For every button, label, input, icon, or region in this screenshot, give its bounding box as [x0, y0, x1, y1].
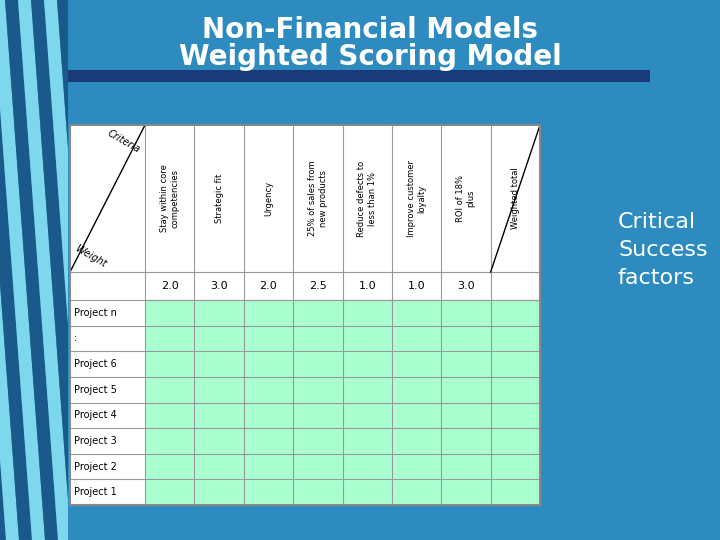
Bar	[70, 402, 145, 428]
Polygon shape	[96, 0, 149, 540]
Bar	[145, 480, 540, 505]
Text: Weighted Scoring Model: Weighted Scoring Model	[179, 43, 562, 71]
Text: Non-Financial Models: Non-Financial Models	[202, 16, 538, 44]
Text: Reduce defects to
less than 1%: Reduce defects to less than 1%	[358, 160, 377, 237]
Text: Project 5: Project 5	[74, 384, 117, 395]
Bar	[145, 428, 540, 454]
Text: 2.0: 2.0	[161, 281, 179, 291]
Text: Project 3: Project 3	[74, 436, 117, 446]
Text: Weight: Weight	[73, 243, 108, 269]
Bar	[145, 300, 540, 326]
Polygon shape	[0, 0, 6, 540]
Text: Improve customer
loyalty: Improve customer loyalty	[407, 160, 426, 237]
Bar	[70, 377, 145, 402]
Bar	[145, 377, 540, 402]
Polygon shape	[44, 0, 97, 540]
Bar	[145, 326, 540, 351]
Text: factors: factors	[618, 268, 695, 288]
Text: 2.5: 2.5	[309, 281, 327, 291]
Text: 3.0: 3.0	[457, 281, 474, 291]
Polygon shape	[0, 0, 32, 540]
Polygon shape	[18, 0, 71, 540]
Bar	[68, 70, 650, 82]
Bar	[70, 125, 540, 505]
Bar	[145, 351, 540, 377]
Bar	[70, 125, 540, 300]
Polygon shape	[135, 0, 188, 540]
Text: Project 6: Project 6	[74, 359, 117, 369]
Polygon shape	[109, 0, 162, 540]
Bar	[70, 428, 145, 454]
Bar	[145, 454, 540, 480]
Text: 3.0: 3.0	[210, 281, 228, 291]
Text: Project 4: Project 4	[74, 410, 117, 420]
Text: Critical: Critical	[618, 212, 696, 232]
Text: Project 1: Project 1	[74, 487, 117, 497]
Text: Strategic fit: Strategic fit	[215, 174, 224, 223]
Bar	[145, 402, 540, 428]
Text: :: :	[74, 333, 77, 343]
Text: 1.0: 1.0	[359, 281, 376, 291]
Polygon shape	[0, 0, 45, 540]
Polygon shape	[57, 0, 110, 540]
Bar	[70, 326, 145, 351]
Bar	[70, 480, 145, 505]
Bar	[0, 0, 68, 540]
Polygon shape	[83, 0, 136, 540]
Text: Weighted total: Weighted total	[510, 167, 520, 230]
Text: Project n: Project n	[74, 308, 117, 318]
Bar	[70, 454, 145, 480]
Polygon shape	[122, 0, 175, 540]
Polygon shape	[5, 0, 58, 540]
Bar	[70, 351, 145, 377]
Text: Urgency: Urgency	[264, 181, 273, 216]
Text: Criteria: Criteria	[106, 128, 142, 155]
Text: 2.0: 2.0	[260, 281, 277, 291]
Text: Success: Success	[618, 240, 708, 260]
Polygon shape	[70, 0, 123, 540]
Bar	[70, 300, 145, 326]
Text: 1.0: 1.0	[408, 281, 426, 291]
Polygon shape	[0, 0, 19, 540]
Text: ROI of 18%
plus: ROI of 18% plus	[456, 175, 476, 222]
Polygon shape	[31, 0, 84, 540]
Text: Stay within core
competencies: Stay within core competencies	[160, 165, 179, 232]
Text: 25% of sales from
new products: 25% of sales from new products	[308, 161, 328, 237]
Text: Project 2: Project 2	[74, 462, 117, 471]
